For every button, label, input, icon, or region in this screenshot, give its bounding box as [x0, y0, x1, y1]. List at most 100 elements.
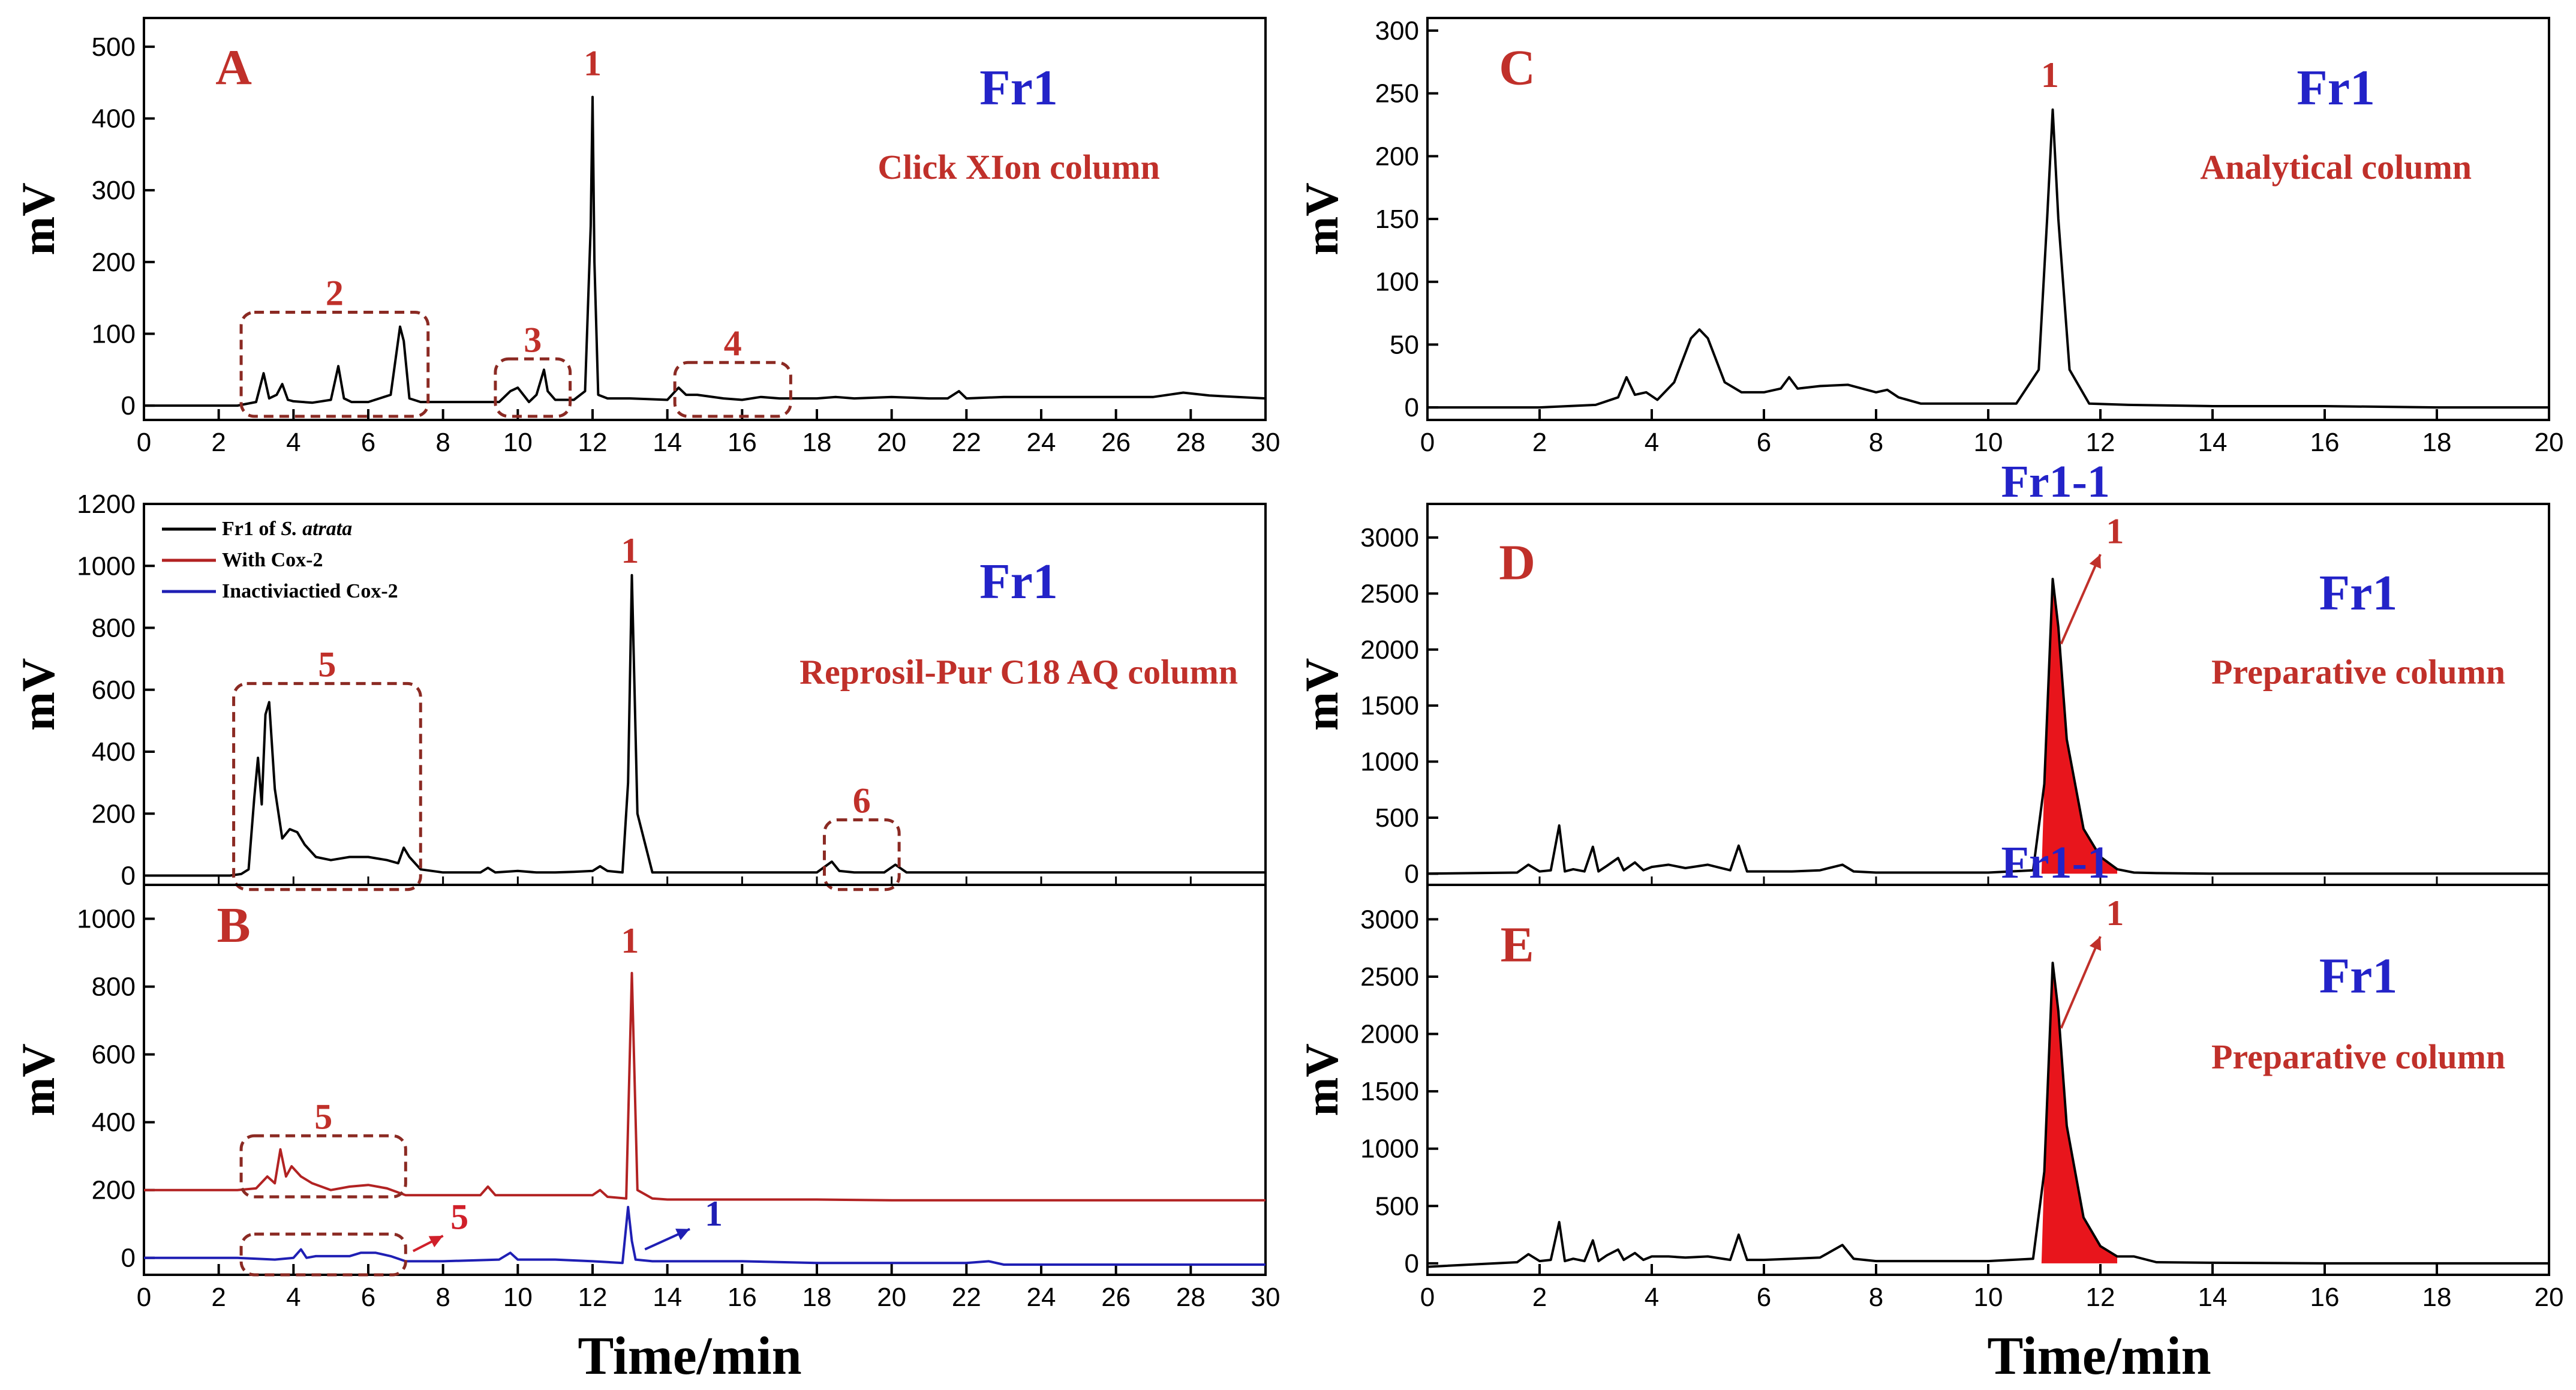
x-tick-label: 12 [2086, 1283, 2115, 1312]
x-tick-label: 10 [1974, 428, 2003, 457]
dashed-region [232, 682, 422, 891]
y-axis-label: mV [12, 1043, 64, 1116]
filled-peak-area [2041, 963, 2118, 1263]
x-tick-label: 20 [2535, 428, 2564, 457]
arrow-head [675, 1229, 690, 1241]
column-label: Reprosil-Pur C18 AQ column [799, 652, 1238, 691]
y-tick-label: 2000 [1360, 1020, 1419, 1049]
y-tick-label: 500 [92, 32, 136, 62]
peak-label: 1 [621, 531, 639, 571]
plot-frame [143, 17, 1267, 421]
fraction-label: Fr1 [2319, 948, 2398, 1004]
x-tick-label: 6 [1757, 1283, 1771, 1312]
x-tick-label: 26 [1101, 1283, 1131, 1312]
x-tick-label: 28 [1176, 428, 1206, 457]
x-tick-label: 24 [1027, 428, 1056, 457]
y-tick-label: 1000 [1360, 1134, 1419, 1164]
x-tick-label: 2 [1532, 428, 1547, 457]
legend-italic: S. atrata [281, 518, 352, 540]
arrow-label: 1 [2106, 893, 2124, 933]
y-axis-label: mV [1295, 182, 1348, 255]
x-tick-label: 0 [137, 1283, 151, 1312]
x-tick-label: 20 [2535, 1283, 2564, 1312]
fraction-label: Fr1 [2319, 565, 2398, 621]
y-axis-label: mV [1295, 658, 1348, 731]
x-tick-label: 4 [1645, 1283, 1659, 1312]
x-tick-label: 20 [877, 428, 906, 457]
figure-xlabel-right: Time/min [1987, 1326, 2211, 1386]
x-tick-label: 10 [503, 1283, 533, 1312]
x-tick-label: 30 [1251, 1283, 1281, 1312]
x-tick-label: 18 [802, 1283, 832, 1312]
x-tick-label: 4 [286, 1283, 300, 1312]
y-tick-label: 800 [92, 614, 136, 643]
panel-b-top: 0 200 400 600 800 1000 1200 mV 5 6 1 Fr1 Reprosil-Pu… [12, 490, 1267, 891]
legend-entry: Fr1 of S. atrata [222, 518, 352, 540]
peak-label: 1 [621, 921, 639, 960]
region-label: 4 [724, 323, 742, 363]
peak-label: 1 [2041, 55, 2059, 95]
arrow-head [2089, 554, 2101, 569]
y-tick-label: 500 [1375, 1191, 1419, 1221]
x-tick-label: 14 [653, 428, 682, 457]
y-tick-label: 3000 [1360, 905, 1419, 934]
y-tick-label: 2500 [1360, 962, 1419, 992]
y-tick-label: 1200 [77, 490, 136, 519]
panel-letter: B [217, 897, 251, 953]
filled-peak-area [2041, 579, 2118, 874]
column-label: Analytical column [2200, 148, 2472, 187]
fraction-label: Fr1 [979, 60, 1058, 116]
arrow-shaft [2060, 554, 2102, 645]
x-tick-label: 28 [1176, 1283, 1206, 1312]
x-tick-label: 4 [286, 428, 300, 457]
x-tick-label: 18 [2422, 1283, 2452, 1312]
x-tick-label: 12 [2086, 428, 2115, 457]
y-tick-label: 100 [1375, 268, 1419, 297]
y-tick-label: 2000 [1360, 635, 1419, 665]
y-tick-label: 100 [92, 319, 136, 349]
x-tick-label: 8 [1869, 428, 1883, 457]
region-label: 5 [314, 1097, 332, 1136]
peak-name-label: Fr1-1 [2001, 457, 2109, 507]
x-tick-label: 8 [435, 1283, 450, 1312]
x-tick-label: 16 [2310, 1283, 2340, 1312]
peak-label: 1 [584, 44, 602, 83]
peak-name-label: Fr1-1 [2001, 837, 2109, 888]
series-line-0 [1427, 962, 2549, 1268]
column-label: Click XIon column [877, 148, 1160, 187]
y-tick-label: 0 [1405, 1249, 1419, 1278]
y-tick-label: 1000 [77, 905, 136, 934]
fraction-label: Fr1 [2297, 60, 2375, 116]
x-tick-label: 0 [1420, 428, 1435, 457]
y-tick-label: 600 [92, 676, 136, 705]
x-tick-label: 0 [1420, 1283, 1435, 1312]
y-tick-label: 200 [92, 799, 136, 828]
y-tick-label: 400 [92, 1108, 136, 1137]
y-tick-label: 1500 [1360, 1077, 1419, 1106]
y-tick-label: 1500 [1360, 691, 1419, 720]
x-tick-label: 16 [2310, 428, 2340, 457]
x-tick-label: 8 [1869, 1283, 1883, 1312]
y-tick-label: 500 [1375, 803, 1419, 833]
series-line-0 [1427, 578, 2549, 875]
x-tick-label: 10 [503, 428, 533, 457]
series-line-0 [144, 972, 1266, 1202]
legend-entry: With Cox-2 [222, 549, 323, 571]
y-tick-label: 1000 [77, 551, 136, 581]
y-axis-label: mV [1295, 1043, 1348, 1116]
x-tick-label: 12 [578, 428, 608, 457]
legend-entry: Inactiviactied Cox-2 [222, 580, 398, 602]
y-tick-label: 400 [92, 737, 136, 767]
y-tick-label: 200 [92, 248, 136, 277]
y-tick-label: 150 [1375, 205, 1419, 234]
panel-c: 0 50 100 150 200 250 300 0 2 4 6 8 10 12 14 16 18 20 mV 1 C F… [1295, 16, 2563, 457]
x-tick-label: 16 [728, 1283, 757, 1312]
y-tick-label: 300 [1375, 16, 1419, 46]
x-tick-label: 14 [653, 1283, 682, 1312]
x-tick-label: 20 [877, 1283, 906, 1312]
y-tick-label: 50 [1390, 330, 1419, 359]
x-tick-label: 2 [211, 428, 226, 457]
